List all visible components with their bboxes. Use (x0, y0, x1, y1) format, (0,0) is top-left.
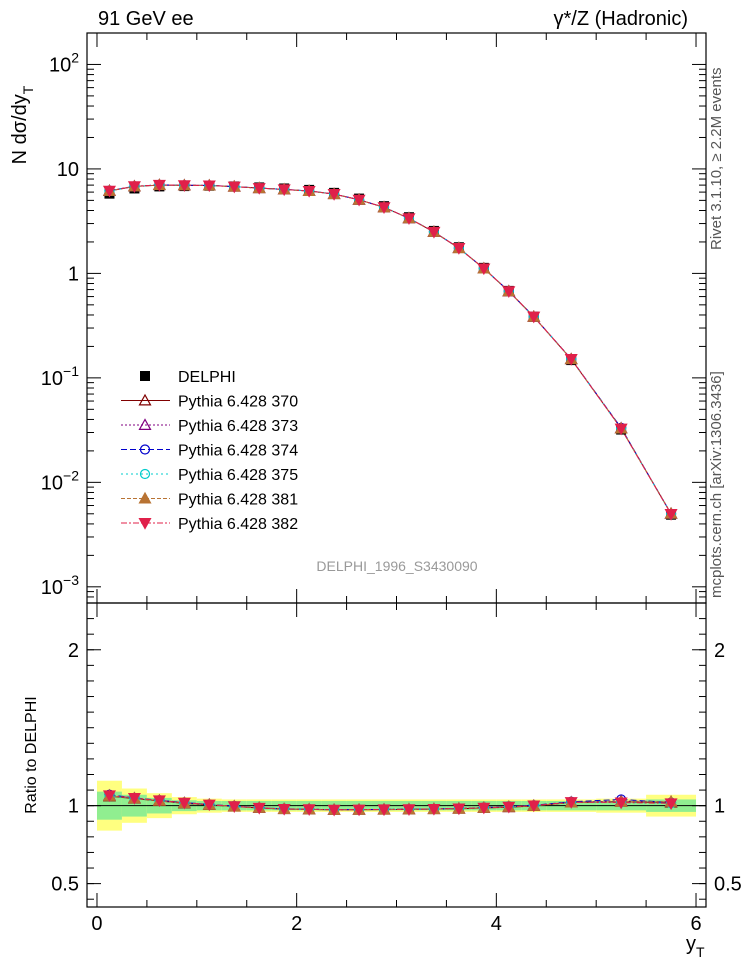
legend-marker-2 (139, 444, 151, 455)
ratio-y-tick-label: 2 (68, 640, 79, 662)
mc-point-5 (614, 423, 628, 436)
mc-point-5 (277, 184, 291, 197)
legend-label-3: Pythia 6.428 375 (178, 467, 298, 484)
ratio-point-5 (527, 800, 541, 813)
mc-point-5 (177, 180, 191, 192)
mc-line-5 (109, 184, 672, 515)
analysis-watermark: DELPHI_1996_S3430090 (316, 558, 477, 574)
mc-point-5 (664, 509, 678, 521)
x-axis-label: yT (686, 933, 705, 960)
ratio-point-5 (327, 804, 341, 817)
mc-point-5 (564, 354, 578, 366)
ratio-point-5 (252, 802, 266, 815)
mc-point-5 (402, 213, 416, 225)
y-tick-label: 10 (57, 159, 79, 181)
x-tick-label: 2 (291, 913, 302, 935)
mc-point-5 (352, 194, 366, 207)
ratio-content (102, 788, 678, 817)
mc-line-2 (109, 184, 672, 515)
legend-label-1: Pythia 6.428 373 (178, 418, 298, 435)
mc-line-0 (109, 184, 672, 515)
ratio-y-label: Ratio to DELPHI (23, 696, 40, 813)
mc-point-5 (152, 179, 166, 192)
ratio-point-5 (202, 799, 216, 812)
legend-label-5: Pythia 6.428 382 (178, 516, 298, 533)
legend-label-4: Pythia 6.428 381 (178, 492, 298, 509)
mc-point-5 (527, 311, 541, 324)
legend: DELPHI Pythia 6.428 370 Pythia 6.428 373 Py… (121, 369, 298, 533)
left-title: 91 GeV ee (98, 8, 194, 30)
ratio-y-tick-label-right: 2 (714, 640, 725, 662)
x-tick-label: 6 (690, 913, 701, 935)
main-gridless-area (102, 178, 678, 521)
legend-marker-0 (138, 393, 152, 406)
rivet-version-text: Rivet 3.1.10, ≥ 2.2M events (708, 68, 725, 251)
ratio-line-5 (109, 794, 672, 811)
ratio-point-5 (302, 804, 316, 816)
ratio-point-5 (664, 798, 678, 811)
legend-label-0: Pythia 6.428 370 (178, 394, 298, 411)
ratio-y-tick-label-right: 0.5 (714, 874, 742, 896)
y-tick-label: 10−2 (41, 467, 79, 494)
ratio-point-5 (452, 803, 466, 816)
mc-line-4 (109, 184, 672, 514)
mc-line-1 (109, 184, 672, 514)
ratio-point-5 (614, 797, 628, 810)
ratio-point-5 (127, 793, 141, 805)
mc-point-5 (502, 286, 516, 298)
mc-point-5 (477, 263, 491, 276)
main-y-label: N dσ/dyT (9, 85, 36, 164)
legend-marker-3 (139, 468, 151, 480)
ratio-point-5 (352, 804, 366, 817)
ratio-point-5 (277, 803, 291, 816)
mc-point-5 (302, 185, 316, 198)
ratio-point-5 (427, 803, 441, 816)
ratio-y-tick-label: 1 (68, 796, 79, 818)
mcplots-text: mcplots.cern.ch [arXiv:1306.3436] (708, 371, 725, 598)
legend-marker-data (140, 371, 150, 381)
ratio-point-5 (477, 802, 491, 815)
ratio-point-5 (377, 804, 391, 817)
mc-point-5 (127, 181, 141, 194)
mc-line-3 (109, 184, 672, 515)
mc-point-5 (252, 183, 266, 195)
x-tick-label: 4 (491, 913, 502, 935)
right-title: γ*/Z (Hadronic) (554, 8, 688, 30)
ratio-point-5 (152, 795, 166, 808)
ratio-y-tick-label: 0.5 (51, 874, 79, 896)
ratio-point-5 (564, 797, 578, 809)
mc-point-5 (227, 181, 241, 194)
y-tick-label: 10−1 (41, 363, 79, 390)
mc-point-5 (202, 180, 216, 193)
mc-point-5 (102, 185, 116, 198)
ratio-point-5 (227, 801, 241, 814)
ratio-point-5 (502, 801, 516, 814)
x-tick-label: 0 (91, 913, 102, 935)
y-tick-label: 102 (49, 49, 79, 76)
mc-point-5 (427, 226, 441, 239)
mc-point-5 (327, 189, 341, 201)
ratio-point-5 (177, 797, 191, 810)
ratio-point-5 (102, 790, 116, 803)
legend-marker-5 (138, 517, 152, 530)
y-tick-label: 1 (68, 263, 79, 285)
legend-marker-4 (138, 491, 152, 504)
mc-point-5 (377, 202, 391, 215)
y-tick-label: 10−3 (41, 572, 79, 599)
legend-marker-1 (138, 418, 152, 430)
mc-point-5 (452, 243, 466, 255)
ratio-point-5 (402, 804, 416, 816)
ratio-y-tick-label-right: 1 (714, 796, 725, 818)
legend-label-2: Pythia 6.428 374 (178, 443, 298, 460)
ratio-plot-frame (86, 602, 707, 908)
legend-label-data: DELPHI (178, 369, 236, 386)
